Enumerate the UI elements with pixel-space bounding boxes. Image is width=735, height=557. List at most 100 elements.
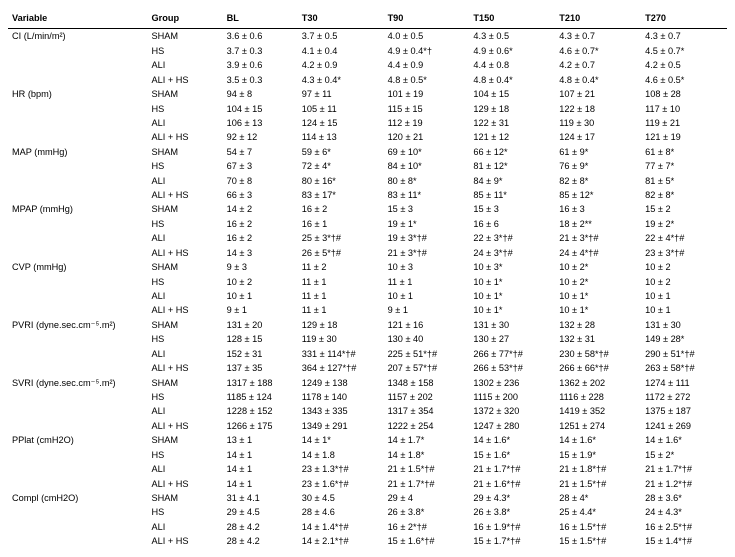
- value-cell: 13 ± 1: [223, 433, 298, 447]
- value-cell: 54 ± 7: [223, 145, 298, 159]
- value-cell: 23 ± 3*†#: [641, 246, 727, 260]
- value-cell: 85 ± 11*: [469, 188, 555, 202]
- variable-cell: PVRI (dyne.sec.cm⁻⁵.m²): [8, 318, 148, 332]
- value-cell: 1343 ± 335: [298, 404, 384, 418]
- value-cell: 16 ± 1.9*†#: [469, 520, 555, 534]
- value-cell: 4.5 ± 0.7*: [641, 44, 727, 58]
- group-cell: SHAM: [148, 87, 223, 101]
- value-cell: 85 ± 12*: [555, 188, 641, 202]
- col-bl: BL: [223, 8, 298, 29]
- variable-cell: [8, 332, 148, 346]
- value-cell: 21 ± 3*†#: [384, 246, 470, 260]
- value-cell: 1274 ± 111: [641, 376, 727, 390]
- group-cell: ALI: [148, 347, 223, 361]
- value-cell: 16 ± 2: [223, 217, 298, 231]
- value-cell: 81 ± 5*: [641, 174, 727, 188]
- value-cell: 69 ± 10*: [384, 145, 470, 159]
- group-cell: SHAM: [148, 433, 223, 447]
- value-cell: 21 ± 1.2*†#: [641, 477, 727, 491]
- value-cell: 16 ± 6: [469, 217, 555, 231]
- value-cell: 22 ± 4*†#: [641, 231, 727, 245]
- value-cell: 128 ± 15: [223, 332, 298, 346]
- table-row: ALI10 ± 111 ± 110 ± 110 ± 1*10 ± 1*10 ± …: [8, 289, 727, 303]
- variable-cell: [8, 520, 148, 534]
- value-cell: 364 ± 127*†#: [298, 361, 384, 375]
- value-cell: 1249 ± 138: [298, 376, 384, 390]
- value-cell: 14 ± 2: [223, 202, 298, 216]
- value-cell: 130 ± 40: [384, 332, 470, 346]
- col-t210: T210: [555, 8, 641, 29]
- group-cell: ALI + HS: [148, 130, 223, 144]
- value-cell: 290 ± 51*†#: [641, 347, 727, 361]
- variable-cell: [8, 246, 148, 260]
- table-row: HR (bpm)SHAM94 ± 897 ± 11101 ± 19104 ± 1…: [8, 87, 727, 101]
- value-cell: 14 ± 1*: [298, 433, 384, 447]
- table-row: ALI + HS92 ± 12114 ± 13120 ± 21121 ± 121…: [8, 130, 727, 144]
- value-cell: 28 ± 3.6*: [641, 491, 727, 505]
- col-variable: Variable: [8, 8, 148, 29]
- group-cell: ALI + HS: [148, 73, 223, 87]
- value-cell: 16 ± 2: [298, 202, 384, 216]
- table-row: HS128 ± 15119 ± 30130 ± 40130 ± 27132 ± …: [8, 332, 727, 346]
- value-cell: 108 ± 28: [641, 87, 727, 101]
- group-cell: ALI + HS: [148, 419, 223, 433]
- value-cell: 15 ± 2*: [641, 448, 727, 462]
- value-cell: 10 ± 1*: [555, 303, 641, 317]
- value-cell: 14 ± 1.7*: [384, 433, 470, 447]
- value-cell: 4.0 ± 0.5: [384, 29, 470, 44]
- value-cell: 21 ± 1.7*†#: [384, 477, 470, 491]
- variable-cell: [8, 303, 148, 317]
- col-group: Group: [148, 8, 223, 29]
- value-cell: 15 ± 2: [641, 202, 727, 216]
- group-cell: ALI: [148, 116, 223, 130]
- value-cell: 152 ± 31: [223, 347, 298, 361]
- group-cell: ALI + HS: [148, 303, 223, 317]
- value-cell: 67 ± 3: [223, 159, 298, 173]
- value-cell: 14 ± 1.6*: [469, 433, 555, 447]
- value-cell: 4.2 ± 0.9: [298, 58, 384, 72]
- value-cell: 11 ± 1: [384, 275, 470, 289]
- value-cell: 1247 ± 280: [469, 419, 555, 433]
- table-row: MPAP (mmHg)SHAM14 ± 216 ± 215 ± 315 ± 31…: [8, 202, 727, 216]
- value-cell: 4.6 ± 0.5*: [641, 73, 727, 87]
- value-cell: 4.9 ± 0.6*: [469, 44, 555, 58]
- value-cell: 21 ± 1.7*†#: [469, 462, 555, 476]
- value-cell: 207 ± 57*†#: [384, 361, 470, 375]
- value-cell: 16 ± 1: [298, 217, 384, 231]
- group-cell: SHAM: [148, 376, 223, 390]
- table-row: HS104 ± 15105 ± 11115 ± 15129 ± 18122 ± …: [8, 102, 727, 116]
- value-cell: 1228 ± 152: [223, 404, 298, 418]
- group-cell: SHAM: [148, 260, 223, 274]
- value-cell: 83 ± 17*: [298, 188, 384, 202]
- value-cell: 266 ± 53*†#: [469, 361, 555, 375]
- value-cell: 1116 ± 228: [555, 390, 641, 404]
- variable-cell: [8, 159, 148, 173]
- group-cell: ALI + HS: [148, 246, 223, 260]
- value-cell: 4.1 ± 0.4: [298, 44, 384, 58]
- value-cell: 129 ± 18: [298, 318, 384, 332]
- table-row: CVP (mmHg)SHAM9 ± 311 ± 210 ± 310 ± 3*10…: [8, 260, 727, 274]
- value-cell: 3.5 ± 0.3: [223, 73, 298, 87]
- value-cell: 22 ± 3*†#: [469, 231, 555, 245]
- value-cell: 4.6 ± 0.7*: [555, 44, 641, 58]
- variable-cell: [8, 347, 148, 361]
- table-row: ALI + HS3.5 ± 0.34.3 ± 0.4*4.8 ± 0.5*4.8…: [8, 73, 727, 87]
- value-cell: 1349 ± 291: [298, 419, 384, 433]
- value-cell: 4.2 ± 0.5: [641, 58, 727, 72]
- value-cell: 117 ± 10: [641, 102, 727, 116]
- value-cell: 1178 ± 140: [298, 390, 384, 404]
- value-cell: 131 ± 20: [223, 318, 298, 332]
- value-cell: 4.9 ± 0.4*†: [384, 44, 470, 58]
- value-cell: 10 ± 1*: [469, 303, 555, 317]
- value-cell: 104 ± 15: [223, 102, 298, 116]
- table-row: ALI + HS137 ± 35364 ± 127*†#207 ± 57*†#2…: [8, 361, 727, 375]
- value-cell: 83 ± 11*: [384, 188, 470, 202]
- value-cell: 16 ± 2.5*†#: [641, 520, 727, 534]
- value-cell: 15 ± 1.6*: [469, 448, 555, 462]
- value-cell: 266 ± 77*†#: [469, 347, 555, 361]
- table-row: ALI14 ± 123 ± 1.3*†#21 ± 1.5*†#21 ± 1.7*…: [8, 462, 727, 476]
- value-cell: 24 ± 3*†#: [469, 246, 555, 260]
- value-cell: 10 ± 1: [641, 303, 727, 317]
- value-cell: 3.9 ± 0.6: [223, 58, 298, 72]
- table-row: ALI1228 ± 1521343 ± 3351317 ± 3541372 ± …: [8, 404, 727, 418]
